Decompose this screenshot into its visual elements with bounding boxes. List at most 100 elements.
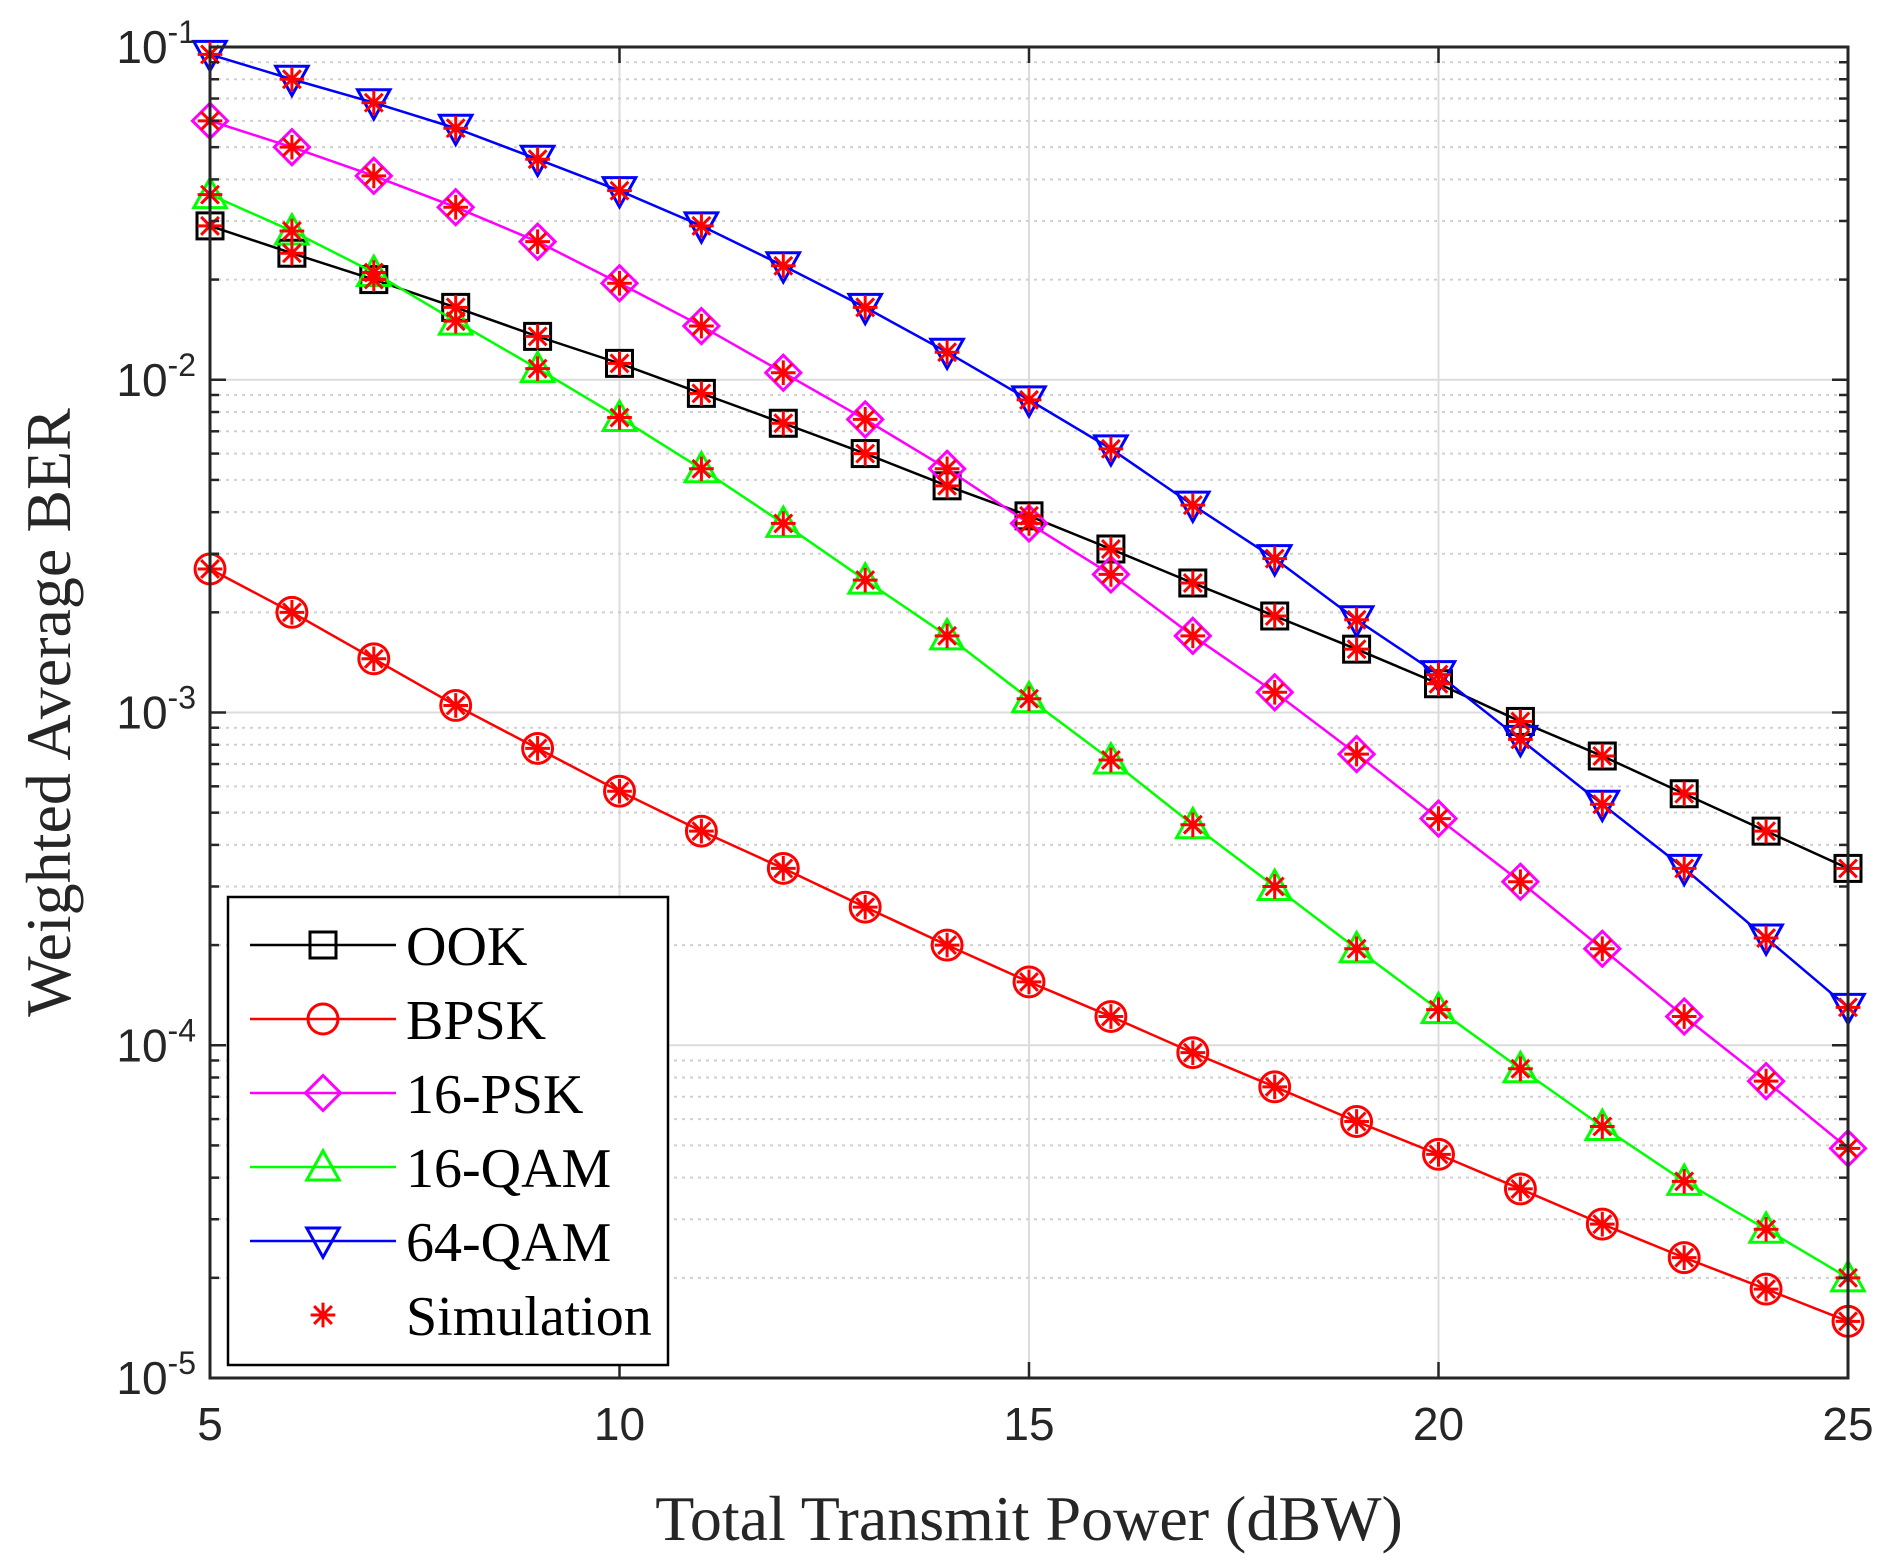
simulation-point — [1262, 546, 1288, 571]
point-16-psk — [436, 187, 476, 227]
simulation-point — [852, 441, 878, 466]
point-16-psk — [1500, 862, 1541, 902]
simulation-point — [689, 213, 714, 239]
point-16-qam — [928, 616, 966, 651]
legend: OOK BPSK 16-PSK 16-QAM 64-QAM Simulation — [226, 895, 670, 1367]
point-16-qam — [436, 301, 475, 336]
simulation-point — [1753, 925, 1779, 951]
simulation-point — [279, 134, 305, 160]
point-bpsk — [1258, 1070, 1292, 1104]
x-tick-label: 5 — [197, 1398, 223, 1450]
point-16-qam — [1174, 805, 1212, 840]
point-64-qam — [1010, 385, 1048, 420]
legend-entry-ook: OOK — [250, 916, 527, 978]
simulation-point — [361, 163, 387, 189]
point-bpsk — [521, 731, 555, 765]
simulation-point — [1753, 1216, 1779, 1242]
legend-marker-64-qam — [304, 1226, 342, 1261]
simulation-point — [934, 339, 960, 365]
x-tick-label: 25 — [1822, 1398, 1873, 1450]
simulation-point — [770, 360, 796, 386]
simulation-point — [1180, 1040, 1206, 1066]
point-64-qam — [1665, 853, 1703, 888]
point-16-psk — [1255, 672, 1295, 712]
simulation-point — [770, 511, 796, 536]
legend-marker-ook — [308, 930, 338, 960]
simulation-point — [525, 736, 550, 761]
point-bpsk — [1340, 1105, 1374, 1138]
point-16-psk — [1009, 503, 1049, 544]
simulation-point — [1671, 1245, 1697, 1270]
legend-label-64-qam: 64-QAM — [406, 1212, 611, 1274]
simulation-point — [1262, 874, 1288, 899]
point-16-psk — [1418, 798, 1459, 839]
simulation-point — [279, 66, 305, 92]
simulation-point — [607, 178, 632, 204]
simulation-point — [689, 818, 714, 844]
legend-label-bpsk: BPSK — [406, 990, 546, 1052]
point-bpsk — [439, 688, 473, 722]
simulation-point — [525, 356, 550, 381]
point-16-psk — [1664, 996, 1704, 1037]
simulation-point — [770, 410, 796, 436]
point-64-qam — [928, 337, 966, 372]
simulation-point — [1753, 1276, 1779, 1302]
simulation-point — [770, 856, 796, 881]
simulation-point — [1180, 623, 1206, 649]
simulation-point — [1589, 791, 1615, 817]
point-16-qam — [1255, 867, 1294, 901]
point-64-qam — [355, 88, 393, 123]
simulation-point — [1098, 436, 1124, 462]
point-bpsk — [1667, 1241, 1701, 1275]
simulation-point — [689, 456, 714, 482]
simulation-point — [1426, 997, 1451, 1022]
point-16-qam — [518, 349, 557, 384]
point-16-qam — [1419, 990, 1458, 1025]
point-ook — [1260, 601, 1290, 631]
point-16-qam — [846, 560, 884, 595]
point-16-qam — [1583, 1107, 1622, 1141]
legend-entry-simulation: Simulation — [310, 1286, 652, 1348]
legend-marker-16-psk — [303, 1073, 343, 1113]
legend-marker-bpsk — [306, 1002, 340, 1036]
legend-label-simulation: Simulation — [406, 1286, 652, 1348]
point-bpsk — [848, 890, 882, 924]
y-axis-label: Weighted Average BER — [13, 408, 84, 1017]
point-bpsk — [1585, 1207, 1619, 1241]
legend-label-16-qam: 16-QAM — [406, 1138, 611, 1200]
simulation-point — [279, 218, 305, 244]
point-16-qam — [682, 449, 721, 484]
y-tick-label: 10-4 — [116, 1012, 196, 1071]
point-64-qam — [1255, 544, 1294, 578]
point-64-qam — [1583, 789, 1622, 824]
legend-marker-simulation — [310, 1302, 336, 1328]
simulation-point — [1344, 607, 1369, 633]
point-bpsk — [1503, 1172, 1537, 1206]
simulation-point — [1016, 387, 1042, 413]
simulation-point — [361, 260, 387, 285]
simulation-point — [607, 778, 632, 804]
simulation-point — [443, 194, 469, 220]
simulation-point — [1098, 747, 1124, 773]
legend-label-16-psk: 16-PSK — [406, 1064, 583, 1126]
legend-label-ook: OOK — [406, 916, 527, 978]
simulation-point — [1508, 1176, 1533, 1202]
simulation-point — [1262, 1074, 1288, 1100]
simulation-point — [1508, 1056, 1533, 1082]
simulation-point — [1508, 709, 1533, 734]
point-64-qam — [1092, 434, 1130, 469]
point-64-qam — [682, 211, 721, 246]
simulation-point — [1426, 806, 1451, 831]
simulation-point — [1344, 741, 1369, 767]
simulation-point — [852, 567, 878, 593]
simulation-point — [1344, 936, 1369, 962]
point-64-qam — [1174, 490, 1212, 525]
point-64-qam — [518, 144, 557, 179]
y-tick-label: 10-2 — [116, 347, 196, 406]
point-ook — [1751, 816, 1781, 846]
simulation-point — [1016, 686, 1042, 712]
point-64-qam — [273, 64, 311, 99]
simulation-point — [607, 405, 632, 430]
simulation-point — [1344, 1109, 1369, 1134]
point-16-psk — [354, 156, 394, 196]
